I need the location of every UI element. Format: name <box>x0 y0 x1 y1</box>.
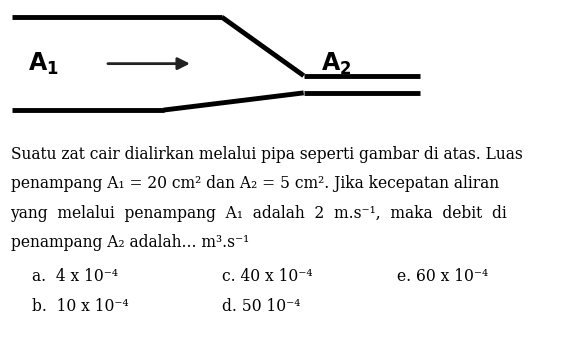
Text: yang  melalui  penampang  A₁  adalah  2  m.s⁻¹,  maka  debit  di: yang melalui penampang A₁ adalah 2 m.s⁻¹… <box>11 205 507 222</box>
Text: e. 60 x 10⁻⁴: e. 60 x 10⁻⁴ <box>397 268 488 285</box>
Text: penampang A₂ adalah... m³.s⁻¹: penampang A₂ adalah... m³.s⁻¹ <box>11 234 249 251</box>
Text: c. 40 x 10⁻⁴: c. 40 x 10⁻⁴ <box>222 268 312 285</box>
Text: a.  4 x 10⁻⁴: a. 4 x 10⁻⁴ <box>32 268 118 285</box>
Text: $\mathbf{A_1}$: $\mathbf{A_1}$ <box>29 51 59 77</box>
Text: b.  10 x 10⁻⁴: b. 10 x 10⁻⁴ <box>32 298 128 314</box>
Text: d. 50 10⁻⁴: d. 50 10⁻⁴ <box>222 298 300 314</box>
Text: $\mathbf{A_2}$: $\mathbf{A_2}$ <box>321 51 351 77</box>
Text: penampang A₁ = 20 cm² dan A₂ = 5 cm². Jika kecepatan aliran: penampang A₁ = 20 cm² dan A₂ = 5 cm². Ji… <box>11 175 499 192</box>
Text: Suatu zat cair dialirkan melalui pipa seperti gambar di atas. Luas: Suatu zat cair dialirkan melalui pipa se… <box>11 146 522 163</box>
